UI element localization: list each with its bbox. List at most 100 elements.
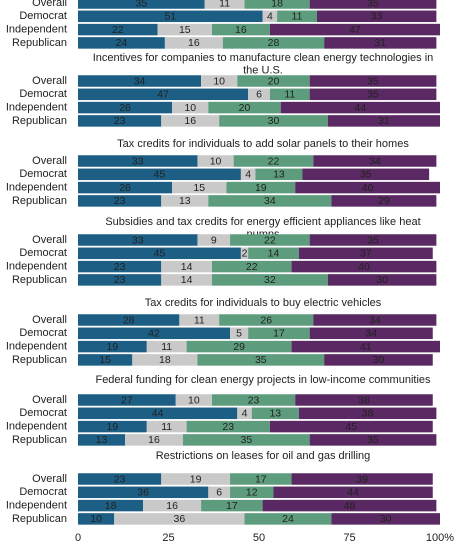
category-label: Democrat <box>19 88 67 100</box>
segment-label: 10 <box>213 75 225 87</box>
bar-segment <box>269 23 440 36</box>
x-tick-label: 50 <box>253 532 265 544</box>
segment-label: 38 <box>358 394 370 406</box>
bar-segment <box>211 394 296 406</box>
bar-segment <box>143 499 202 512</box>
bar-segment <box>197 354 325 366</box>
bar-segment <box>211 274 328 286</box>
segment-label: 35 <box>367 234 379 246</box>
segment-label: 14 <box>181 261 193 273</box>
bar-segment <box>309 434 437 446</box>
bar-segment <box>78 168 241 181</box>
segment-label: 41 <box>360 341 372 353</box>
bar-segment <box>255 168 303 181</box>
segment-label: 33 <box>371 11 383 23</box>
segment-label: 33 <box>132 234 144 246</box>
segment-label: 23 <box>114 261 126 273</box>
bar-segment <box>208 101 281 114</box>
category-label: Independent <box>6 341 67 353</box>
bar-segment <box>313 155 437 167</box>
segment-label: 34 <box>369 155 381 167</box>
bar-segment <box>114 513 245 525</box>
segment-label: 24 <box>282 513 294 525</box>
category-label: Independent <box>6 261 67 273</box>
bar-segment <box>78 486 209 499</box>
segment-label: 30 <box>373 354 385 366</box>
bar-segment <box>316 10 437 23</box>
segment-label: 34 <box>134 75 146 87</box>
bar-segment <box>269 88 310 101</box>
segment-label: 17 <box>226 500 238 512</box>
bar-segment <box>78 314 180 326</box>
category-label: Independent <box>6 421 67 433</box>
segment-label: 36 <box>174 513 186 525</box>
segment-label: 42 <box>148 328 160 340</box>
bar-segment <box>78 10 263 23</box>
segment-label: 29 <box>233 341 245 353</box>
segment-label: 9 <box>211 234 217 246</box>
segment-label: 26 <box>119 102 131 114</box>
bar-segment <box>78 23 158 36</box>
bar-segment <box>244 513 332 525</box>
bar-segment <box>175 394 212 406</box>
segment-label: 47 <box>349 24 361 36</box>
category-label: Republican <box>12 354 67 366</box>
segment-label: 34 <box>365 328 377 340</box>
segment-label: 19 <box>107 421 119 433</box>
segment-label: 31 <box>374 37 386 49</box>
bar-segment <box>309 234 437 246</box>
segment-label: 35 <box>367 434 379 446</box>
bar-segment <box>78 260 162 273</box>
segment-label: 48 <box>344 500 356 512</box>
panel-title: Tax credits for individuals to buy elect… <box>145 297 382 309</box>
category-label: Overall <box>32 75 67 87</box>
segment-label: 15 <box>99 354 111 366</box>
category-label: Democrat <box>19 407 67 419</box>
bar-segment <box>208 195 332 207</box>
segment-label: 39 <box>356 473 368 485</box>
bar-segment <box>240 247 249 260</box>
category-label: Democrat <box>19 247 67 259</box>
bar-segment <box>78 115 162 127</box>
segment-label: 33 <box>132 155 144 167</box>
segment-label: 40 <box>362 182 374 194</box>
panel-title: Restrictions on leases for oil and gas d… <box>156 450 371 462</box>
bar-segment <box>327 115 440 127</box>
bar-segment <box>204 0 245 9</box>
bar-segment <box>78 354 133 366</box>
segment-label: 4 <box>242 408 248 420</box>
bar-segment <box>309 75 437 87</box>
bar-segment <box>78 473 162 485</box>
segment-label: 32 <box>264 274 276 286</box>
bar-segment <box>298 407 437 420</box>
category-label: Republican <box>12 274 67 286</box>
bar-segment <box>230 486 274 499</box>
category-label: Republican <box>12 513 67 525</box>
bar-segment <box>291 340 440 353</box>
segment-label: 38 <box>362 408 374 420</box>
segment-label: 45 <box>345 421 357 433</box>
segment-label: 35 <box>367 89 379 101</box>
bar-segment <box>302 168 430 181</box>
bar-segment <box>182 434 310 446</box>
segment-label: 11 <box>284 89 295 101</box>
bar-segment <box>78 155 198 167</box>
bar-segment <box>132 354 198 366</box>
segment-label: 13 <box>273 169 285 181</box>
segment-label: 28 <box>268 37 280 49</box>
segment-label: 11 <box>161 421 172 433</box>
bar-segment <box>78 513 115 525</box>
bar-segment <box>186 420 270 433</box>
segment-label: 11 <box>161 341 172 353</box>
bar-segment <box>248 327 310 340</box>
segment-label: 13 <box>269 408 281 420</box>
segment-label: 16 <box>148 434 160 446</box>
segment-label: 14 <box>268 248 280 260</box>
segment-label: 19 <box>255 182 267 194</box>
segment-label: 36 <box>137 487 149 499</box>
bar-segment <box>230 327 249 340</box>
segment-label: 18 <box>271 0 283 9</box>
bar-segment <box>146 340 187 353</box>
bar-segment <box>164 37 223 49</box>
bar-segment <box>78 37 165 49</box>
